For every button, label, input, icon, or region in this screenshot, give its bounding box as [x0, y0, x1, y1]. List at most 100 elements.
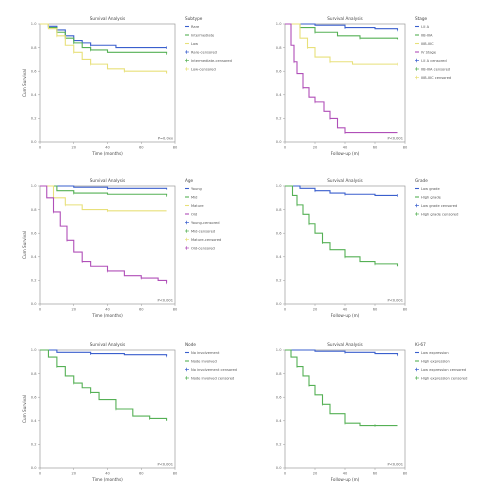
- x-tick-label: 20: [71, 472, 76, 476]
- legend-entry: High grade censored: [421, 213, 458, 217]
- legend-entry: Low: [191, 42, 198, 46]
- x-tick-label: 40: [105, 146, 110, 150]
- plot-frame: [39, 349, 176, 469]
- legend-entry: High expression: [421, 360, 450, 364]
- x-tick-label: 80: [403, 472, 408, 476]
- y-tick-label: 0.0: [276, 302, 282, 306]
- x-tick-label: 0: [39, 146, 42, 150]
- survival-panel-1: Survival Analysis 0.0 0.2 0.4 0.6 0.8 1.0 0 20 40…: [22, 16, 232, 156]
- x-tick-label: 20: [313, 146, 318, 150]
- y-tick-label: 0.8: [276, 208, 282, 212]
- survival-curve-1: [40, 185, 168, 190]
- survival-panel-2: Survival Analysis 0.0 0.2 0.4 0.6 0.8 1.0 0 20 40…: [276, 16, 451, 156]
- legend-entry: IIB-IIIA: [421, 34, 433, 38]
- y-tick-label: 0.6: [276, 69, 282, 73]
- x-axis-label: Follow-up (m): [331, 313, 360, 318]
- y-tick-label: 1.0: [276, 22, 282, 26]
- y-tick-label: 0.6: [31, 231, 37, 235]
- x-tick-label: 0: [39, 308, 42, 312]
- y-tick-label: 1.0: [276, 348, 282, 352]
- x-tick-label: 60: [373, 308, 378, 312]
- panel-title: Survival Analysis: [90, 342, 125, 347]
- survival-curve-2: [40, 23, 168, 54]
- x-tick-label: 0: [284, 146, 287, 150]
- survival-curve-4: [40, 185, 168, 283]
- legend-entry: Mature: [191, 204, 204, 208]
- panel-title: Survival Analysis: [90, 16, 125, 21]
- x-tick-label: 60: [373, 146, 378, 150]
- legend-entry: High expression censored: [421, 377, 467, 381]
- y-tick-label: 0.6: [31, 395, 37, 399]
- y-tick-label: 1.0: [31, 22, 37, 26]
- x-tick-label: 40: [105, 472, 110, 476]
- survival-curve-2: [285, 349, 398, 427]
- y-tick-label: 0.4: [31, 419, 37, 423]
- y-tick-label: 0.2: [31, 443, 37, 447]
- p-value-label: P=0.0xx: [158, 137, 174, 141]
- x-tick-label: 20: [313, 308, 318, 312]
- y-tick-label: 0.8: [31, 46, 37, 50]
- p-value-label: P<0.001: [158, 463, 173, 467]
- x-tick-label: 80: [173, 308, 178, 312]
- y-axis-label: Cum Survival: [22, 231, 27, 259]
- legend-title: Age: [185, 178, 194, 183]
- y-tick-label: 0.8: [276, 372, 282, 376]
- y-tick-label: 0.2: [276, 279, 282, 283]
- legend-entry: Node involved censored: [191, 377, 234, 381]
- survival-curve-1: [285, 185, 398, 196]
- legend-entry: IV Stage: [421, 51, 437, 55]
- y-tick-label: 0.8: [31, 372, 37, 376]
- survival-panel-4: Survival Analysis 0.0 0.2 0.4 0.6 0.8 1.0 0 20 40…: [276, 178, 459, 318]
- y-tick-label: 0.2: [276, 117, 282, 121]
- survival-curve-4: [285, 23, 398, 134]
- x-tick-label: 60: [373, 472, 378, 476]
- panel-title: Survival Analysis: [327, 16, 362, 21]
- legend-title: Node: [185, 342, 196, 347]
- survival-curve-1: [285, 23, 399, 30]
- y-tick-label: 0.4: [276, 255, 282, 259]
- y-tick-label: 0.0: [31, 466, 37, 470]
- y-tick-label: 0.4: [31, 93, 37, 97]
- y-tick-label: 0.0: [31, 140, 37, 144]
- legend-entry: No involvement censored: [191, 368, 237, 372]
- legend-entry: I-II A censored: [421, 59, 447, 63]
- x-tick-label: 80: [403, 308, 408, 312]
- y-tick-label: 0.0: [276, 140, 282, 144]
- x-tick-label: 60: [139, 472, 144, 476]
- x-axis-label: Follow-up (m): [331, 477, 360, 482]
- legend-entry: Rare-censored: [191, 51, 217, 55]
- panel-title: Survival Analysis: [90, 178, 125, 183]
- survival-curve-2: [40, 349, 168, 421]
- y-tick-label: 1.0: [31, 184, 37, 188]
- x-tick-label: 20: [71, 146, 76, 150]
- y-tick-label: 0.2: [276, 443, 282, 447]
- y-tick-label: 0.6: [31, 69, 37, 73]
- x-tick-label: 60: [139, 146, 144, 150]
- legend-title: Subtype: [185, 16, 203, 21]
- x-tick-label: 80: [173, 472, 178, 476]
- legend-entry: Intermediate-censored: [191, 59, 232, 63]
- x-tick-label: 0: [284, 308, 287, 312]
- legend-entry: No involvement: [191, 351, 220, 355]
- survival-curve-3: [40, 23, 168, 74]
- x-tick-label: 40: [343, 308, 348, 312]
- legend-entry: Mid-censored: [191, 230, 215, 234]
- x-tick-label: 80: [403, 146, 408, 150]
- plot-frame: [284, 185, 406, 305]
- x-tick-label: 40: [343, 472, 348, 476]
- legend-entry: Old: [191, 213, 197, 217]
- p-value-label: P<0.001: [158, 299, 173, 303]
- x-axis-label: Time (months): [91, 313, 123, 318]
- survival-curve-2: [285, 185, 399, 267]
- survival-panel-3: Survival Analysis 0.0 0.2 0.4 0.6 0.8 1.0 0 20 40…: [22, 178, 221, 318]
- x-tick-label: 40: [105, 308, 110, 312]
- legend-entry: I-II A: [421, 25, 430, 29]
- legend-entry: Rare: [191, 25, 200, 29]
- x-tick-label: 0: [39, 472, 42, 476]
- survival-curve-1: [40, 349, 168, 356]
- legend-entry: Low expression: [421, 351, 449, 355]
- y-tick-label: 0.4: [276, 93, 282, 97]
- y-tick-label: 0.8: [276, 46, 282, 50]
- plot-frame: [39, 185, 176, 305]
